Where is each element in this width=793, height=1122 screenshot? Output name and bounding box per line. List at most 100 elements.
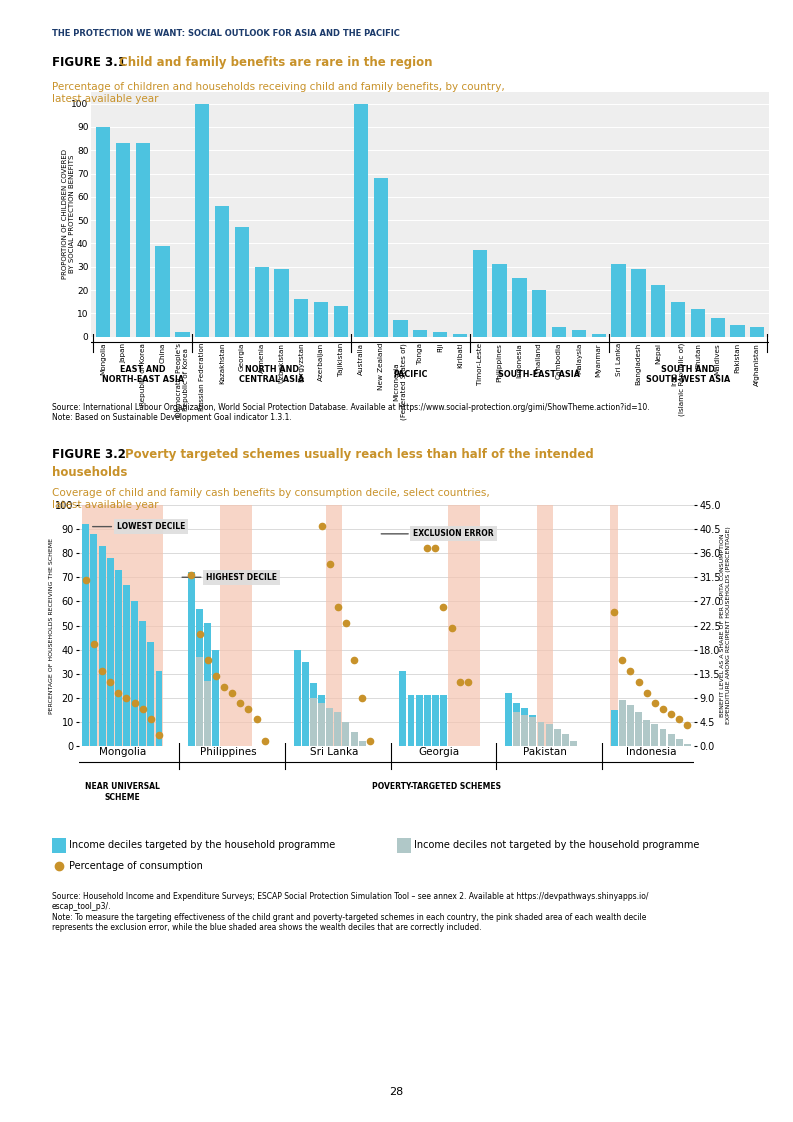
Text: Percentage of children and households receiving child and family benefits, by co: Percentage of children and households re…: [52, 82, 504, 103]
Bar: [433, 332, 447, 337]
Text: Coverage of child and family cash benefits by consumption decile, select countri: Coverage of child and family cash benefi…: [52, 488, 489, 509]
Bar: [98, 546, 105, 746]
Bar: [676, 739, 683, 746]
Bar: [302, 662, 308, 746]
Bar: [530, 717, 536, 746]
Text: Pakistan: Pakistan: [523, 747, 567, 757]
Text: Percentage of consumption: Percentage of consumption: [69, 862, 203, 871]
Text: HIGHEST DECILE: HIGHEST DECILE: [206, 572, 277, 582]
Bar: [730, 325, 745, 337]
Bar: [213, 650, 220, 746]
Bar: [326, 708, 333, 746]
Bar: [318, 702, 325, 746]
Bar: [393, 320, 408, 337]
Bar: [228, 505, 236, 746]
Bar: [155, 246, 170, 337]
Bar: [96, 127, 110, 337]
Bar: [611, 710, 618, 746]
Bar: [651, 725, 658, 746]
Text: Mongolia: Mongolia: [99, 747, 146, 757]
Text: LOWEST DECILE: LOWEST DECILE: [117, 522, 185, 531]
Bar: [343, 723, 350, 746]
Bar: [691, 309, 705, 337]
Text: THE PROTECTION WE WANT: SOCIAL OUTLOOK FOR ASIA AND THE PACIFIC: THE PROTECTION WE WANT: SOCIAL OUTLOOK F…: [52, 29, 400, 38]
Bar: [619, 700, 626, 746]
Bar: [592, 334, 606, 337]
Bar: [255, 267, 269, 337]
Bar: [521, 708, 528, 746]
Text: EXCLUSION ERROR: EXCLUSION ERROR: [413, 530, 494, 539]
Bar: [205, 623, 211, 746]
Bar: [188, 572, 195, 746]
Bar: [530, 715, 536, 746]
Bar: [123, 585, 130, 746]
Bar: [335, 712, 341, 746]
Bar: [472, 505, 480, 746]
Bar: [195, 103, 209, 337]
Bar: [453, 334, 467, 337]
Bar: [456, 505, 464, 746]
Bar: [537, 505, 545, 746]
Bar: [205, 681, 211, 746]
Bar: [552, 328, 566, 337]
Bar: [413, 330, 427, 337]
Bar: [236, 505, 244, 746]
Bar: [651, 285, 665, 337]
Bar: [358, 742, 366, 746]
Bar: [416, 696, 423, 746]
Bar: [82, 505, 90, 746]
Text: Georgia: Georgia: [419, 747, 460, 757]
Text: NORTH AND
CENTRAL ASIA: NORTH AND CENTRAL ASIA: [239, 365, 305, 384]
Text: EAST AND
NORTH-EAST ASIA: EAST AND NORTH-EAST ASIA: [102, 365, 184, 384]
Bar: [432, 696, 439, 746]
Bar: [139, 505, 147, 746]
Bar: [155, 505, 163, 746]
Bar: [115, 570, 122, 746]
Bar: [631, 269, 646, 337]
Bar: [114, 505, 122, 746]
Bar: [562, 734, 569, 746]
Bar: [635, 712, 642, 746]
Text: FIGURE 3.1: FIGURE 3.1: [52, 56, 125, 70]
Bar: [147, 505, 155, 746]
Bar: [610, 505, 619, 746]
Bar: [98, 505, 106, 746]
Text: Source: Household Income and Expenditure Surveys; ESCAP Social Protection Simula: Source: Household Income and Expenditure…: [52, 892, 648, 932]
Bar: [116, 144, 130, 337]
Bar: [293, 650, 301, 746]
Bar: [711, 318, 725, 337]
Bar: [611, 265, 626, 337]
Text: Indonesia: Indonesia: [626, 747, 676, 757]
Bar: [400, 671, 406, 746]
Bar: [374, 178, 388, 337]
Y-axis label: PERCENTAGE OF HOUSEHOLDS RECEIVING THE SCHEME: PERCENTAGE OF HOUSEHOLDS RECEIVING THE S…: [48, 537, 54, 714]
Bar: [521, 715, 528, 746]
Bar: [318, 696, 325, 746]
Bar: [310, 698, 317, 746]
Bar: [274, 269, 289, 337]
Text: Child and family benefits are rare in the region: Child and family benefits are rare in th…: [119, 56, 432, 70]
Bar: [196, 656, 203, 746]
Bar: [147, 643, 155, 746]
Text: households: households: [52, 466, 127, 479]
Text: Income deciles targeted by the household programme: Income deciles targeted by the household…: [69, 840, 335, 849]
Text: PACIFIC: PACIFIC: [393, 370, 427, 379]
Text: Philippines: Philippines: [200, 747, 256, 757]
Bar: [572, 330, 586, 337]
Bar: [244, 505, 252, 746]
Bar: [660, 729, 666, 746]
Bar: [140, 620, 146, 746]
Bar: [505, 693, 512, 746]
Bar: [545, 505, 554, 746]
Bar: [334, 505, 342, 746]
Bar: [513, 712, 520, 746]
Bar: [447, 505, 456, 746]
Y-axis label: PROPORTION OF CHILDREN COVERED
BY SOCIAL PROTECTION BENEFITS: PROPORTION OF CHILDREN COVERED BY SOCIAL…: [62, 149, 75, 279]
Text: Sri Lanka: Sri Lanka: [309, 747, 358, 757]
Text: NEAR UNIVERSAL
SCHEME: NEAR UNIVERSAL SCHEME: [85, 782, 160, 801]
Bar: [294, 300, 308, 337]
Text: 28: 28: [389, 1087, 404, 1097]
Bar: [554, 729, 561, 746]
Bar: [408, 696, 415, 746]
Bar: [196, 608, 203, 746]
